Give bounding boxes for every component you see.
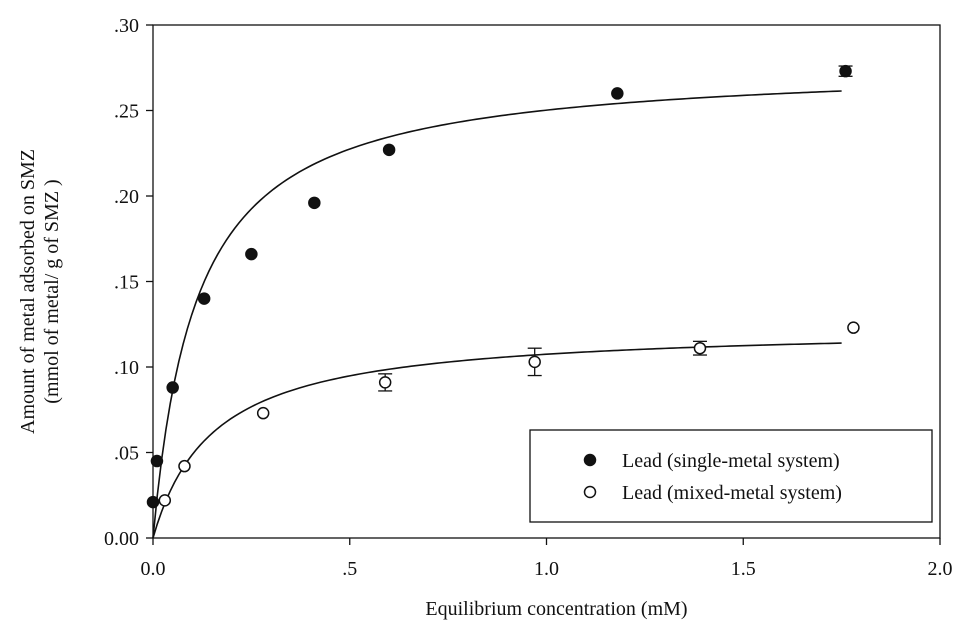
single-metal-point bbox=[382, 143, 396, 157]
mixed-metal-point bbox=[178, 459, 191, 473]
y-tick-label: .20 bbox=[114, 186, 139, 208]
legend-box bbox=[529, 429, 933, 523]
y-tick-label: .30 bbox=[114, 15, 139, 37]
y-tick-label: .10 bbox=[114, 357, 139, 379]
mixed-metal-point bbox=[693, 341, 707, 355]
single-metal-point bbox=[245, 247, 258, 261]
mixed-metal-point bbox=[528, 355, 541, 369]
single-metal-point bbox=[150, 454, 164, 468]
y-axis-title-line: Amount of metal adsorbed on SMZ bbox=[17, 149, 39, 434]
y-tick-label: .15 bbox=[114, 272, 139, 294]
y-axis-title-line: (mmol of metal/ g of SMZ ) bbox=[41, 179, 63, 403]
data-points bbox=[146, 64, 860, 509]
single-metal-point bbox=[146, 495, 160, 509]
legend-marker bbox=[583, 485, 597, 499]
legend-label: Lead (mixed-metal system) bbox=[622, 482, 842, 504]
x-tick-label: .5 bbox=[342, 558, 357, 580]
fit-curve bbox=[152, 342, 842, 539]
x-axis-title: Equilibrium concentration (mM) bbox=[425, 598, 687, 620]
fit-curves bbox=[152, 90, 842, 539]
y-axis-title: Amount of metal adsorbed on SMZ (mmol of … bbox=[17, 149, 63, 434]
mixed-metal-point bbox=[158, 494, 172, 507]
y-tick-label: .25 bbox=[114, 101, 139, 123]
single-metal-point bbox=[197, 292, 211, 305]
y-tick-label: .05 bbox=[114, 443, 139, 465]
x-tick-label: 1.0 bbox=[534, 558, 559, 580]
single-metal-point bbox=[308, 196, 321, 210]
mixed-metal-point bbox=[847, 321, 860, 334]
single-metal-point bbox=[839, 64, 852, 78]
y-tick-label: 0.00 bbox=[104, 528, 139, 550]
legend-label: Lead (single-metal system) bbox=[622, 450, 840, 472]
x-tick-label: 0.0 bbox=[141, 558, 166, 580]
mixed-metal-point bbox=[378, 376, 392, 389]
fit-curve bbox=[152, 90, 842, 539]
axis-ticks: 0.0 .5 1.0 1.5 2.0 0.00 .05 .10 .15 .20 .25 .30 bbox=[104, 15, 953, 580]
x-tick-label: 1.5 bbox=[731, 558, 756, 580]
single-metal-point bbox=[166, 381, 179, 394]
mixed-metal-point bbox=[256, 406, 270, 420]
legend-marker bbox=[583, 453, 597, 467]
legend: Lead (single-metal system) Lead (mixed-me… bbox=[529, 429, 933, 523]
single-metal-point bbox=[611, 87, 624, 100]
x-tick-label: 2.0 bbox=[928, 558, 953, 580]
